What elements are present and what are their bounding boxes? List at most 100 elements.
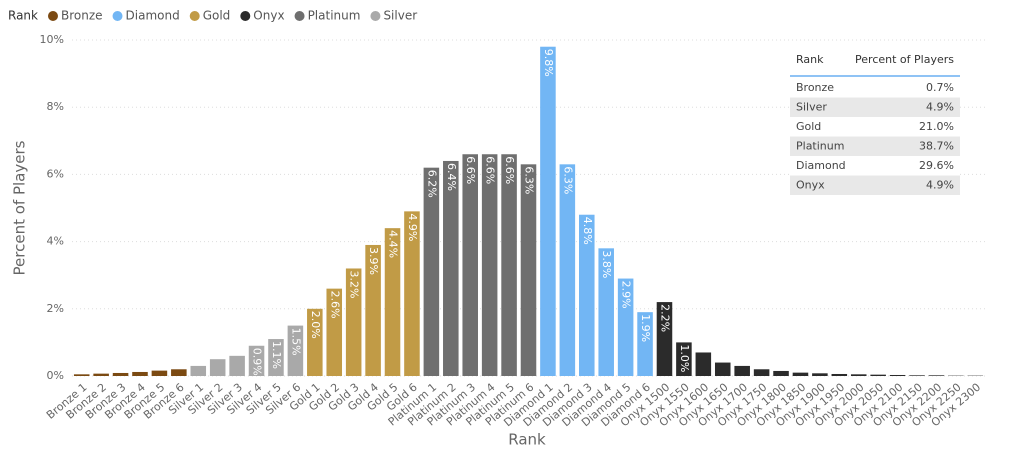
- table-cell: 21.0%: [919, 120, 954, 133]
- bar: [462, 154, 478, 376]
- table-cell: Bronze: [796, 81, 834, 94]
- bar: [812, 373, 828, 376]
- bar: [112, 372, 129, 376]
- data-label: 0.9%: [251, 348, 264, 376]
- data-label: 1.5%: [289, 328, 302, 356]
- legend-label: Onyx: [253, 9, 284, 23]
- legend-label: Gold: [203, 9, 231, 23]
- data-label: 6.2%: [425, 170, 438, 198]
- table-cell: 4.9%: [926, 179, 954, 192]
- y-tick-label: 8%: [47, 100, 64, 113]
- legend-marker: [189, 11, 200, 21]
- legend-title: Rank: [8, 9, 38, 23]
- y-axis-title: Percent of Players: [11, 140, 29, 275]
- table-header: Rank: [796, 53, 824, 66]
- legend-marker: [240, 11, 251, 21]
- bar: [714, 362, 731, 376]
- bar: [909, 375, 925, 376]
- bar: [268, 339, 284, 376]
- data-label: 6.6%: [503, 156, 516, 184]
- bar: [287, 325, 304, 376]
- table-cell: Silver: [796, 101, 827, 114]
- bar: [520, 164, 537, 376]
- bar: [326, 288, 343, 376]
- bar: [384, 228, 401, 376]
- table-cell: 0.7%: [926, 81, 954, 94]
- table-cell: Platinum: [796, 140, 844, 153]
- table-cell: 38.7%: [919, 140, 954, 153]
- data-label: 6.4%: [445, 163, 458, 191]
- legend-label: Platinum: [308, 9, 361, 23]
- table-cell: Diamond: [796, 159, 846, 172]
- bar: [248, 345, 265, 376]
- table-cell: Gold: [796, 120, 821, 133]
- data-label: 4.4%: [387, 230, 400, 258]
- bar: [365, 244, 381, 376]
- bar: [598, 248, 614, 376]
- data-label: 2.9%: [620, 281, 633, 309]
- x-axis-title: Rank: [508, 431, 546, 449]
- bar: [404, 211, 420, 376]
- data-label: 6.3%: [523, 166, 536, 194]
- bar: [676, 342, 692, 376]
- legend-marker: [112, 11, 123, 21]
- data-label: 2.6%: [328, 291, 341, 319]
- bar: [73, 374, 90, 376]
- y-tick-label: 2%: [47, 302, 64, 315]
- bar: [171, 369, 187, 376]
- data-label: 3.9%: [367, 247, 380, 275]
- bar: [481, 154, 498, 376]
- bar: [443, 160, 459, 376]
- legend-marker: [370, 11, 381, 21]
- table-row-shade: [790, 136, 960, 156]
- table-cell: 4.9%: [926, 101, 954, 114]
- bar: [773, 370, 789, 376]
- data-label: 6.6%: [484, 156, 497, 184]
- y-tick-label: 10%: [40, 33, 64, 46]
- data-label: 2.2%: [658, 304, 671, 332]
- bar: [190, 365, 207, 376]
- table-row-shade: [790, 97, 960, 117]
- bar: [792, 372, 809, 376]
- bar: [132, 371, 148, 376]
- bar: [734, 365, 750, 376]
- table-cell: Onyx: [796, 179, 825, 192]
- bar: [617, 278, 634, 376]
- bar: [559, 164, 576, 376]
- bar: [345, 268, 362, 376]
- bar: [209, 359, 226, 376]
- bar: [229, 355, 245, 376]
- y-tick-label: 6%: [47, 167, 64, 180]
- legend-marker: [47, 11, 58, 21]
- bar: [850, 374, 867, 376]
- bar: [928, 375, 945, 376]
- data-label: 6.3%: [561, 166, 574, 194]
- bar: [93, 373, 109, 376]
- data-label: 1.1%: [270, 341, 283, 369]
- legend-label: Bronze: [61, 9, 103, 23]
- bar: [501, 154, 517, 376]
- data-label: 6.6%: [464, 156, 477, 184]
- data-label: 4.9%: [406, 213, 419, 241]
- data-label: 1.9%: [639, 314, 652, 342]
- bar: [423, 167, 440, 376]
- data-label: 9.8%: [542, 49, 555, 77]
- bar: [753, 369, 770, 376]
- bar: [870, 374, 886, 376]
- table-header: Percent of Players: [855, 53, 954, 66]
- bar: [637, 312, 653, 376]
- legend-marker: [294, 11, 305, 21]
- table-row-shade: [790, 175, 960, 195]
- bar: [307, 308, 323, 376]
- data-label: 3.8%: [600, 250, 613, 278]
- data-label: 2.0%: [309, 311, 322, 339]
- bar: [540, 46, 556, 376]
- data-label: 1.0%: [678, 344, 691, 372]
- table-background: [790, 48, 960, 196]
- bar: [656, 302, 673, 376]
- y-tick-label: 4%: [47, 235, 64, 248]
- bar: [889, 374, 906, 376]
- legend-label: Diamond: [126, 9, 180, 23]
